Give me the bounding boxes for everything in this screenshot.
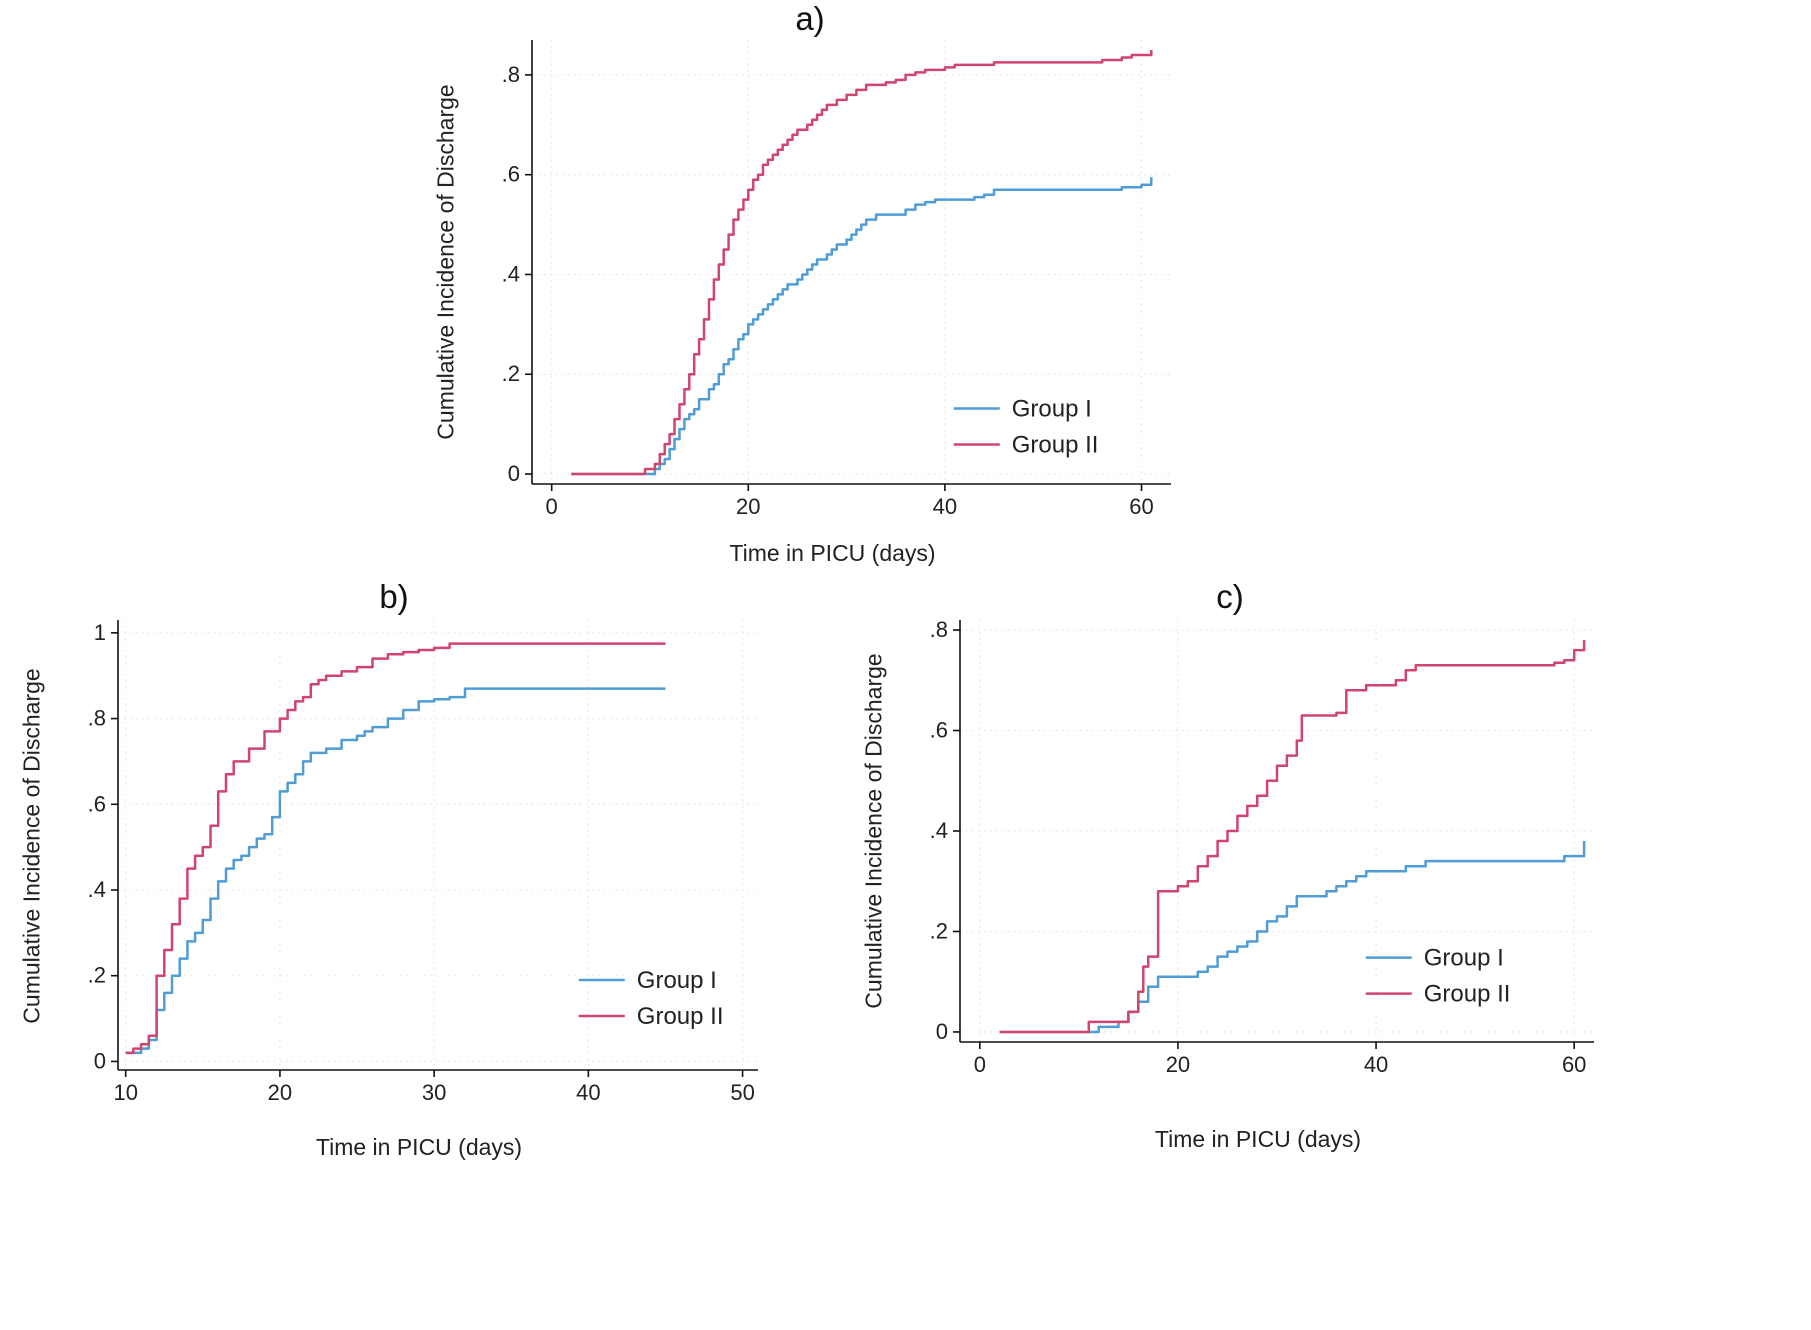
x-tick-label: 50 <box>730 1080 754 1105</box>
y-tick-label: .6 <box>502 162 520 187</box>
panel-b-ylabel: Cumulative Incidence of Discharge <box>18 668 45 1024</box>
panel-c-plot: 0 20 40 60 0 .2 .4 .6 .8 Group I Group II <box>908 612 1608 1082</box>
y-tick-label: .4 <box>88 877 106 902</box>
legend-label: Group I <box>637 967 717 994</box>
y-tick-label: .2 <box>502 361 520 386</box>
y-tick-label: 0 <box>508 461 520 486</box>
series-line-group-ii <box>999 640 1586 1034</box>
legend-label: Group II <box>1424 981 1511 1008</box>
x-tick-label: 40 <box>576 1080 600 1105</box>
chart-svg: 10 20 30 40 50 0 .2 .4 .6 .8 1 Group I Group II <box>88 620 758 1105</box>
x-tick-label: 10 <box>113 1080 137 1105</box>
y-tick-label: 0 <box>94 1048 106 1073</box>
panel-a-xlabel: Time in PICU (days) <box>729 540 936 566</box>
panel-c-title: c) <box>1216 578 1244 615</box>
series-line-group-i <box>571 177 1153 476</box>
y-tick-label: 1 <box>94 620 106 645</box>
x-tick-label: 20 <box>268 1080 292 1105</box>
panel-a-title: a) <box>795 0 825 37</box>
y-tick-label: .2 <box>930 918 948 943</box>
chart-svg: 0 20 40 60 0 .2 .4 .6 .8 Group I Group II <box>930 617 1594 1077</box>
panel-c: c) Cumulative Incidence of Discharge 0 20… <box>848 578 1612 1178</box>
panel-c-xlabel: Time in PICU (days) <box>1154 1126 1362 1152</box>
panel-b-xlabel: Time in PICU (days) <box>315 1134 523 1160</box>
x-tick-label: 30 <box>422 1080 446 1105</box>
x-tick-label: 20 <box>1166 1052 1190 1077</box>
panel-b: b) Cumulative Incidence of Discharge 10 2… <box>8 578 780 1178</box>
chart-svg: 0 20 40 60 0 .2 .4 .6 .8 Group I Group II <box>502 40 1171 519</box>
legend-label: Group I <box>1012 396 1092 423</box>
y-tick-label: .8 <box>502 62 520 87</box>
y-tick-label: .8 <box>88 706 106 731</box>
legend-label: Group II <box>637 1003 724 1030</box>
x-tick-label: 0 <box>974 1052 986 1077</box>
y-tick-label: .6 <box>88 791 106 816</box>
x-tick-label: 40 <box>933 494 957 519</box>
panel-b-title: b) <box>379 578 409 615</box>
series-line-group-ii <box>125 642 666 1055</box>
series-line-group-i <box>125 687 666 1055</box>
panel-a-ylabel: Cumulative Incidence of Discharge <box>432 84 459 440</box>
series-line-group-ii <box>571 50 1153 476</box>
panel-c-ylabel: Cumulative Incidence of Discharge <box>860 653 887 1009</box>
y-tick-label: 0 <box>936 1019 948 1044</box>
x-tick-label: 60 <box>1129 494 1153 519</box>
y-tick-label: .4 <box>502 261 520 286</box>
legend-label: Group I <box>1424 945 1504 972</box>
x-tick-label: 20 <box>736 494 760 519</box>
panel-a: a) Cumulative Incidence of Discharge 0 20… <box>420 0 1200 578</box>
panel-a-plot: 0 20 40 60 0 .2 .4 .6 .8 Group I Group II <box>480 32 1185 524</box>
x-tick-label: 0 <box>546 494 558 519</box>
x-tick-label: 60 <box>1562 1052 1586 1077</box>
series-line-group-i <box>999 841 1586 1034</box>
y-tick-label: .6 <box>930 718 948 743</box>
legend-label: Group II <box>1012 432 1099 459</box>
x-tick-label: 40 <box>1364 1052 1388 1077</box>
panel-b-plot: 10 20 30 40 50 0 .2 .4 .6 .8 1 Group I Group II <box>66 612 772 1110</box>
y-tick-label: .8 <box>930 617 948 642</box>
y-tick-label: .2 <box>88 963 106 988</box>
y-tick-label: .4 <box>930 818 948 843</box>
